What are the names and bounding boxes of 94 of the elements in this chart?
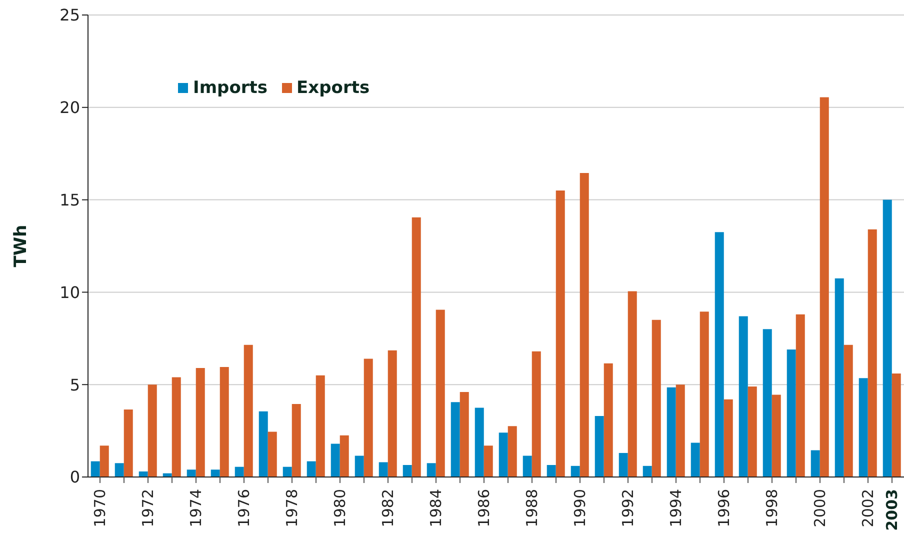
bar [844, 344, 853, 477]
bar [546, 464, 556, 477]
bar [618, 452, 628, 477]
bar [676, 384, 685, 477]
bar [508, 426, 517, 477]
bar [666, 387, 676, 477]
bar [460, 392, 469, 477]
bar [316, 375, 325, 477]
x-tick-label: 1986 [475, 489, 493, 528]
bar [714, 232, 724, 477]
bar [186, 470, 196, 477]
y-tick-label: 15 [60, 190, 80, 210]
bar [100, 446, 109, 477]
bar [772, 394, 781, 477]
x-tick-label: 2000 [811, 489, 829, 528]
bar [172, 377, 181, 477]
bar [412, 217, 421, 477]
legend-label: Exports [296, 78, 370, 98]
bar [604, 363, 613, 477]
x-tick-label: 1994 [667, 489, 685, 528]
y-tick-label: 5 [70, 375, 80, 394]
bar [306, 461, 316, 477]
bar [652, 320, 661, 477]
bar [436, 310, 445, 477]
bar [450, 402, 460, 477]
bar [124, 410, 133, 477]
bar [90, 461, 100, 477]
bar [474, 408, 484, 477]
bar [642, 466, 652, 477]
bar [138, 471, 148, 477]
bar [570, 466, 580, 477]
x-tick-label: 1974 [187, 489, 205, 528]
bar [354, 456, 364, 477]
bar [748, 386, 757, 477]
x-tick-label: 1996 [715, 489, 733, 528]
bar [282, 466, 292, 477]
bar [834, 278, 844, 477]
x-tick-label: 1990 [571, 489, 589, 528]
bar [820, 97, 829, 477]
y-axis-title: TWh [11, 224, 32, 268]
bar [340, 435, 349, 477]
bar [148, 384, 157, 477]
x-tick-label: 1970 [91, 489, 109, 528]
bar [402, 464, 412, 477]
bar [532, 351, 541, 477]
x-tick-label: 1998 [763, 489, 781, 528]
bar [738, 316, 748, 477]
y-tick-label: 20 [60, 98, 80, 118]
bar [810, 450, 820, 477]
bar [700, 312, 709, 477]
x-tick-label: 1984 [427, 489, 445, 528]
bar [580, 173, 589, 477]
bar [484, 446, 493, 477]
bar [388, 350, 397, 477]
bar [690, 442, 700, 477]
y-tick-label: 0 [70, 468, 80, 487]
bar [220, 367, 229, 477]
x-tick-label: 2002 [859, 489, 877, 528]
bar [330, 444, 340, 477]
bar [724, 399, 733, 477]
x-tick-label: 1976 [235, 489, 253, 528]
bar [786, 349, 796, 477]
y-tick-label: 10 [60, 282, 80, 302]
legend-label: Imports [192, 78, 268, 98]
bar [244, 344, 253, 477]
bar [858, 378, 868, 477]
x-tick-label: 1972 [139, 489, 157, 528]
bar [364, 358, 373, 477]
bar [114, 463, 124, 477]
bar [378, 462, 388, 477]
bar [892, 374, 901, 477]
bar [882, 200, 892, 477]
bar [258, 411, 268, 477]
bar [210, 470, 220, 477]
bar [868, 229, 877, 477]
bar [628, 291, 637, 477]
bar [522, 456, 532, 477]
x-tick-label: 1978 [283, 489, 301, 528]
bar [234, 466, 244, 477]
bar [796, 314, 805, 477]
bar [594, 416, 604, 477]
x-tick-label: 1988 [523, 489, 541, 528]
bar [498, 432, 508, 477]
bar [292, 404, 301, 477]
x-tick-label: 1992 [619, 489, 637, 528]
bar [762, 329, 772, 477]
x-tick-label: 1982 [379, 489, 397, 528]
bar [268, 432, 277, 477]
bar [196, 368, 205, 477]
bar [556, 190, 565, 477]
y-tick-label: 25 [60, 6, 80, 25]
x-tick-label: 1980 [331, 489, 349, 528]
x-tick-label: 2003 [883, 489, 901, 531]
bar [426, 463, 436, 477]
